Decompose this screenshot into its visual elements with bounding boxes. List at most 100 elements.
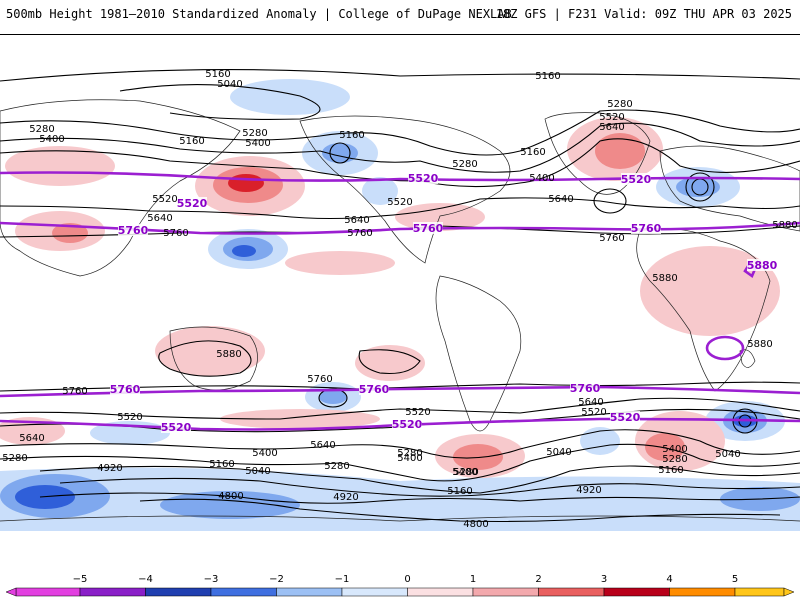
anomaly-southern-ocean-pos [220, 409, 380, 429]
contour-label-nh-5280-d: 5280 [607, 99, 632, 110]
map-header: 500mb Height 1981–2010 Standardized Anom… [0, 0, 800, 34]
anomaly-australia-pos [155, 326, 265, 376]
contour-atlantic-cutoff [593, 188, 627, 214]
contour-label-tr-5880: 5880 [216, 349, 241, 360]
colorbar-tick-label: −5 [73, 574, 88, 585]
colorbar-bin [669, 587, 736, 597]
colorbar-bin [603, 587, 670, 597]
antarctica-outline [0, 515, 800, 522]
asia-outline [0, 99, 241, 277]
contour-europe-low [685, 172, 715, 202]
contour-label-sh-5520-a: 5520 [117, 412, 142, 423]
contour-5160-polar [0, 69, 800, 82]
colorbar-tick-label: −1 [335, 574, 350, 585]
contour-label-sh-5640-c: 5640 [310, 440, 335, 451]
anomaly-drake-pos-mid [453, 444, 503, 470]
colorbar-tick-label: −4 [138, 574, 153, 585]
colorbar-graphic: −5 −4 −3 −2 −1 0 1 2 3 4 5 [5, 574, 795, 597]
contour-label-nh-5880-b: 5880 [772, 220, 797, 231]
contour-label-sh-4920-b: 4920 [333, 492, 358, 503]
purple-label-bg [621, 173, 651, 185]
contour-label-nh-5520-b: 5520 [152, 194, 177, 205]
contour-label-sh-5160-c: 5160 [658, 465, 683, 476]
contour-label-sh-5520-c: 5520 [581, 407, 606, 418]
colorbar-bin [145, 587, 212, 597]
colorbar-left-arrow [5, 587, 17, 597]
purple-contour-label-p-5520-e: 5520 [392, 418, 423, 431]
contour-label-sh-5280-c: 5280 [453, 467, 478, 478]
colorbar-tick-label: 1 [470, 574, 476, 585]
anomaly-south-pacific-neg-core [319, 390, 347, 404]
contour-label-sh-4800-a: 4800 [218, 491, 243, 502]
colorbar-tick-label: 2 [535, 574, 541, 585]
purple-contour-label-p-5520-f: 5520 [610, 411, 641, 424]
colorbar-tick-label: −2 [269, 574, 284, 585]
anomaly-colorbar: −5 −4 −3 −2 −1 0 1 2 3 4 5 [0, 562, 800, 600]
colorbar-bin [276, 587, 343, 597]
colorbar-right-arrow [783, 587, 795, 597]
purple-contour-5880-africa [705, 335, 745, 361]
contour-5520-n [0, 138, 800, 188]
contour-label-sh-4920-c: 4920 [576, 485, 601, 496]
contour-label-nh-5640-c: 5640 [344, 215, 369, 226]
contour-label-nh-5760-c: 5760 [599, 233, 624, 244]
contour-label-nh-5160-b: 5160 [535, 71, 560, 82]
contour-label-sh-5160-b: 5160 [447, 486, 472, 497]
contour-label-nh-5520-a: 5520 [599, 112, 624, 123]
australia-outline [169, 326, 258, 391]
contour-5760-s [0, 381, 800, 392]
contour-5400-n [0, 122, 800, 173]
colorbar-bin [210, 587, 277, 597]
anomaly-siberia-pos [5, 146, 115, 186]
purple-contour-label-p-5880: 5880 [747, 259, 778, 272]
madagascar-outline [739, 349, 756, 368]
colorbar-tick-label: 3 [601, 574, 607, 585]
contour-label-nh-5760-b: 5760 [347, 228, 372, 239]
contour-label-sh-4800-b: 4800 [463, 519, 488, 530]
contour-label-nh-5280-b: 5280 [242, 128, 267, 139]
contour-label-sh-5520-b: 5520 [405, 407, 430, 418]
anomaly-africa-pos [640, 246, 780, 336]
anomaly-pacific-pos-core [228, 174, 264, 192]
map-title: 500mb Height 1981–2010 Standardized Anom… [6, 7, 512, 21]
contour-label-af-5880: 5880 [747, 339, 772, 350]
purple-contour-5520-n [0, 171, 800, 182]
purple-label-bg [631, 222, 661, 234]
anomaly-central-pacific-neg-core [232, 245, 256, 257]
contour-label-sh-5040-c: 5040 [715, 449, 740, 460]
contour-label-sh-5280-e: 5280 [397, 448, 422, 459]
purple-contour-label-p-5760-e: 5760 [359, 383, 390, 396]
colorbar-bin [538, 587, 605, 597]
model-run-info: 18Z GFS | F231 Valid: 09Z THU APR 03 202… [495, 7, 792, 21]
contour-5640-s [0, 397, 800, 420]
contour-label-nh-5400-c: 5400 [529, 173, 554, 184]
contour-label-sh-5040-b: 5040 [546, 447, 571, 458]
contour-label-nh-5280-c: 5280 [452, 159, 477, 170]
colorbar-bin [15, 587, 81, 597]
contour-label-nh-5160-e: 5160 [520, 147, 545, 158]
purple-contour-label-p-5520-a: 5520 [408, 172, 439, 185]
purple-label-bg [570, 382, 600, 394]
purple-label-bg [118, 224, 148, 236]
purple-label-bg [610, 411, 640, 423]
positive-anomaly-shading [0, 117, 780, 478]
purple-contour-label-p-5760-d: 5760 [110, 383, 141, 396]
contour-label-nh-5640-b: 5640 [147, 213, 172, 224]
contour-label-nh-5520-c: 5520 [387, 197, 412, 208]
anomaly-europe-neg-mid [676, 177, 720, 197]
contour-label-sh-5400-d: 5400 [662, 444, 687, 455]
contour-label-nh-5400-b: 5400 [245, 138, 270, 149]
contour-4800-s [139, 498, 781, 523]
purple-contour-label-p-5520-b: 5520 [177, 197, 208, 210]
contour-label-sh-5400-a: 5400 [252, 448, 277, 459]
contour-5040-polar [119, 84, 321, 120]
colorbar-bin [79, 587, 146, 597]
purple-label-bg [408, 172, 438, 184]
contour-5160-s [39, 465, 800, 494]
contour-label-sh-5640-b: 5640 [578, 397, 603, 408]
contour-label-sh-5280-b: 5280 [324, 461, 349, 472]
anomaly-north-pacific-neg [230, 79, 350, 115]
contour-label-sh-5040-a: 5040 [245, 466, 270, 477]
